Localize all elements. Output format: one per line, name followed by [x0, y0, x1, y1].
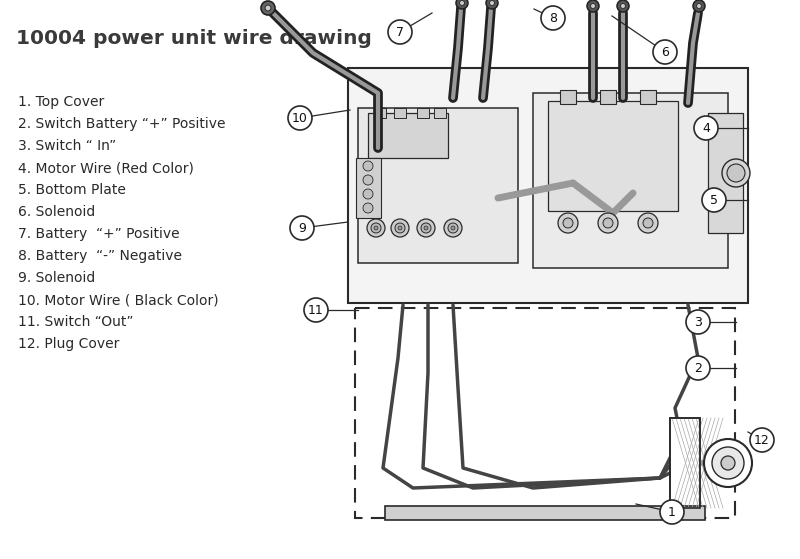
- Bar: [548, 101, 678, 211]
- Text: 2: 2: [694, 362, 702, 375]
- Circle shape: [451, 226, 455, 230]
- Circle shape: [750, 428, 774, 452]
- Circle shape: [590, 3, 595, 8]
- Circle shape: [304, 298, 328, 322]
- Circle shape: [417, 219, 435, 237]
- Circle shape: [486, 0, 498, 9]
- Circle shape: [541, 6, 565, 30]
- Circle shape: [448, 223, 458, 233]
- Text: 11. Switch “Out”: 11. Switch “Out”: [18, 315, 134, 329]
- Circle shape: [261, 1, 275, 15]
- Circle shape: [660, 500, 684, 524]
- Circle shape: [617, 0, 629, 12]
- Circle shape: [459, 1, 465, 6]
- Bar: [533, 93, 728, 268]
- Bar: [394, 108, 406, 118]
- Circle shape: [704, 439, 752, 487]
- Circle shape: [693, 0, 705, 12]
- Circle shape: [563, 218, 573, 228]
- Bar: [560, 90, 576, 104]
- Circle shape: [388, 20, 412, 44]
- Circle shape: [421, 223, 431, 233]
- Text: 5. Bottom Plate: 5. Bottom Plate: [18, 183, 126, 197]
- Circle shape: [686, 356, 710, 380]
- Text: 5: 5: [710, 193, 718, 206]
- Text: 4: 4: [702, 121, 710, 135]
- Text: 3: 3: [694, 315, 702, 329]
- Circle shape: [288, 106, 312, 130]
- Circle shape: [363, 161, 373, 171]
- Bar: [600, 90, 616, 104]
- Circle shape: [621, 3, 626, 8]
- Text: 10004 power unit wire drawing: 10004 power unit wire drawing: [16, 29, 372, 48]
- Bar: [670, 418, 700, 508]
- Bar: [385, 506, 705, 520]
- Circle shape: [363, 175, 373, 185]
- Circle shape: [367, 219, 385, 237]
- Text: 1. Top Cover: 1. Top Cover: [18, 95, 104, 109]
- Circle shape: [456, 0, 468, 9]
- Circle shape: [374, 226, 378, 230]
- Circle shape: [694, 116, 718, 140]
- Circle shape: [686, 310, 710, 334]
- Circle shape: [603, 218, 613, 228]
- Text: 2. Switch Battery “+” Positive: 2. Switch Battery “+” Positive: [18, 117, 226, 131]
- Bar: [355, 308, 735, 518]
- Text: 10. Motor Wire ( Black Color): 10. Motor Wire ( Black Color): [18, 293, 218, 307]
- Text: 8: 8: [549, 12, 557, 25]
- Circle shape: [638, 213, 658, 233]
- Bar: [368, 113, 448, 158]
- Text: 10: 10: [292, 111, 308, 125]
- Text: 4. Motor Wire (Red Color): 4. Motor Wire (Red Color): [18, 161, 194, 175]
- Text: 12. Plug Cover: 12. Plug Cover: [18, 337, 119, 351]
- Circle shape: [363, 203, 373, 213]
- Text: 12: 12: [754, 433, 770, 447]
- Bar: [434, 108, 446, 118]
- Circle shape: [653, 40, 677, 64]
- Circle shape: [371, 223, 381, 233]
- Circle shape: [265, 5, 271, 11]
- Text: 1: 1: [668, 505, 676, 519]
- Text: 9. Solenoid: 9. Solenoid: [18, 271, 95, 285]
- Circle shape: [363, 189, 373, 199]
- Circle shape: [722, 159, 750, 187]
- Circle shape: [490, 1, 494, 6]
- Text: 3. Switch “ In”: 3. Switch “ In”: [18, 139, 116, 153]
- Text: 8. Battery  “-” Negative: 8. Battery “-” Negative: [18, 249, 182, 263]
- Circle shape: [587, 0, 599, 12]
- Circle shape: [643, 218, 653, 228]
- Circle shape: [391, 219, 409, 237]
- Bar: [708, 113, 743, 233]
- Circle shape: [290, 216, 314, 240]
- Circle shape: [395, 223, 405, 233]
- Text: 6: 6: [661, 45, 669, 59]
- Circle shape: [727, 164, 745, 182]
- Bar: [417, 108, 429, 118]
- Bar: [356, 158, 381, 218]
- Circle shape: [712, 447, 744, 479]
- Circle shape: [702, 188, 726, 212]
- Text: 6. Solenoid: 6. Solenoid: [18, 205, 95, 219]
- Bar: [374, 108, 386, 118]
- Bar: [640, 90, 656, 104]
- Circle shape: [598, 213, 618, 233]
- Circle shape: [558, 213, 578, 233]
- Text: 7: 7: [396, 26, 404, 39]
- Circle shape: [697, 3, 702, 8]
- Circle shape: [424, 226, 428, 230]
- Text: 11: 11: [308, 304, 324, 316]
- Circle shape: [721, 456, 735, 470]
- Bar: [348, 68, 748, 303]
- Text: 7. Battery  “+” Positive: 7. Battery “+” Positive: [18, 227, 180, 241]
- Bar: [358, 108, 518, 263]
- Circle shape: [398, 226, 402, 230]
- Text: 9: 9: [298, 221, 306, 234]
- Circle shape: [444, 219, 462, 237]
- Bar: [670, 418, 700, 508]
